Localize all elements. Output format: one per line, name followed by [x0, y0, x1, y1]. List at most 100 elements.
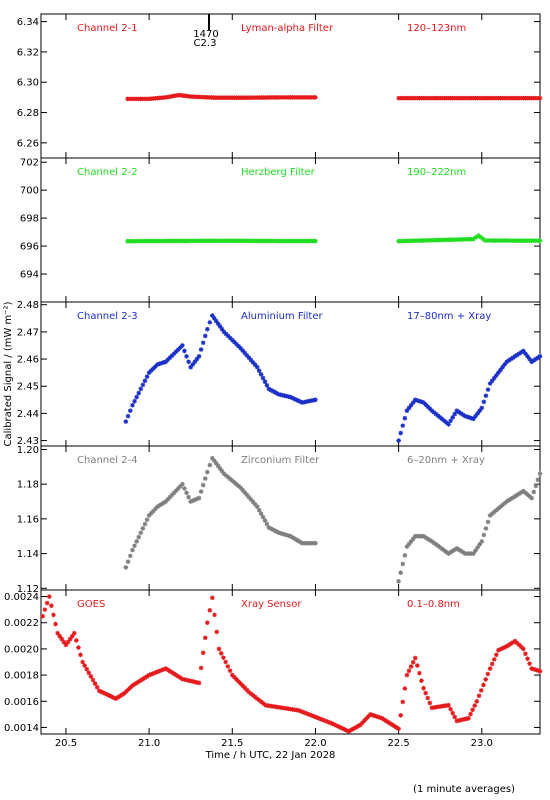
data-point [257, 697, 262, 703]
data-point [475, 411, 480, 416]
data-point [500, 502, 505, 508]
data-point [207, 462, 213, 468]
data-point [504, 359, 510, 365]
y-tick-label: 2.43 [17, 436, 39, 447]
data-point [475, 545, 480, 550]
data-point [360, 720, 365, 726]
data-point [163, 666, 169, 671]
data-point [213, 461, 219, 466]
data-point [466, 715, 471, 721]
data-point [406, 405, 412, 411]
data-point [80, 659, 85, 665]
data-point [381, 717, 387, 722]
data-point [155, 362, 160, 367]
data-point [157, 668, 162, 674]
data-point [278, 531, 284, 536]
data-point [502, 362, 507, 367]
data-point [412, 397, 418, 403]
data-point [516, 491, 522, 497]
data-point [308, 713, 314, 718]
data-point [132, 681, 137, 687]
data-point [229, 337, 235, 343]
data-point [448, 549, 453, 555]
data-point [487, 381, 493, 386]
data-point [240, 348, 245, 353]
data-point [200, 482, 206, 488]
y-tick-label: 6.32 [17, 47, 39, 58]
data-point [313, 238, 318, 244]
data-point [400, 423, 406, 428]
data-point [161, 360, 166, 365]
data-point [140, 526, 146, 531]
data-point [419, 399, 424, 405]
data-point [454, 546, 460, 551]
data-point [188, 364, 193, 370]
data-point [221, 471, 227, 477]
data-point [134, 680, 139, 686]
data-point [537, 354, 543, 359]
data-point [421, 400, 426, 405]
data-point [400, 561, 406, 567]
data-point [175, 674, 181, 679]
data-point [146, 513, 152, 518]
wavelength-band-label: 120–123nm [407, 23, 466, 34]
data-point [169, 353, 175, 358]
data-point [175, 347, 181, 352]
data-point [270, 388, 276, 394]
data-point [136, 390, 142, 396]
data-point [157, 361, 162, 367]
data-point [487, 666, 493, 671]
data-point [132, 398, 137, 404]
data-point [223, 659, 228, 665]
data-point [256, 507, 262, 513]
data-point [468, 711, 473, 717]
panel-2: 694 696 698 700 702 Channel 2-2 Herzberg Filte… [20, 157, 543, 303]
data-point [262, 518, 268, 523]
data-point [476, 693, 482, 699]
data-point [182, 486, 187, 491]
data-point [333, 723, 339, 728]
x-axis-tick-labels: 20.5 21.0 21.5 22.0 22.5 23.0 [55, 738, 493, 749]
data-point [388, 721, 393, 726]
data-point [67, 636, 73, 642]
data-point [42, 607, 48, 612]
data-point [59, 636, 65, 642]
data-point [494, 652, 499, 658]
data-point [198, 347, 204, 352]
data-point [76, 645, 81, 650]
data-point [153, 670, 158, 675]
data-point [161, 667, 166, 672]
data-point [472, 703, 478, 708]
data-point [350, 726, 355, 732]
data-point [103, 691, 108, 697]
data-point [433, 542, 439, 547]
data-point [444, 549, 449, 555]
data-point [394, 725, 399, 730]
data-point [474, 698, 480, 704]
data-point [313, 95, 318, 100]
data-point [523, 651, 528, 657]
wavelength-band-label: 190–222nm [407, 167, 466, 178]
data-point [450, 710, 455, 716]
data-point [325, 719, 331, 725]
data-point [123, 419, 129, 424]
data-point [173, 488, 179, 493]
x-tick-label: 21.5 [221, 738, 243, 749]
data-point [510, 355, 516, 360]
data-series [123, 455, 543, 584]
data-point [516, 642, 522, 648]
data-point [485, 519, 491, 525]
data-point [167, 355, 173, 360]
data-point [514, 352, 520, 358]
data-point [521, 646, 526, 652]
data-point [259, 699, 264, 705]
data-point [508, 496, 514, 502]
data-point [225, 333, 231, 339]
data-point [529, 359, 534, 365]
data-point [90, 677, 96, 683]
data-point [481, 532, 487, 538]
data-point [270, 527, 276, 532]
data-point [431, 540, 437, 546]
data-point [533, 483, 539, 489]
x-tick-label: 21.0 [138, 738, 160, 749]
